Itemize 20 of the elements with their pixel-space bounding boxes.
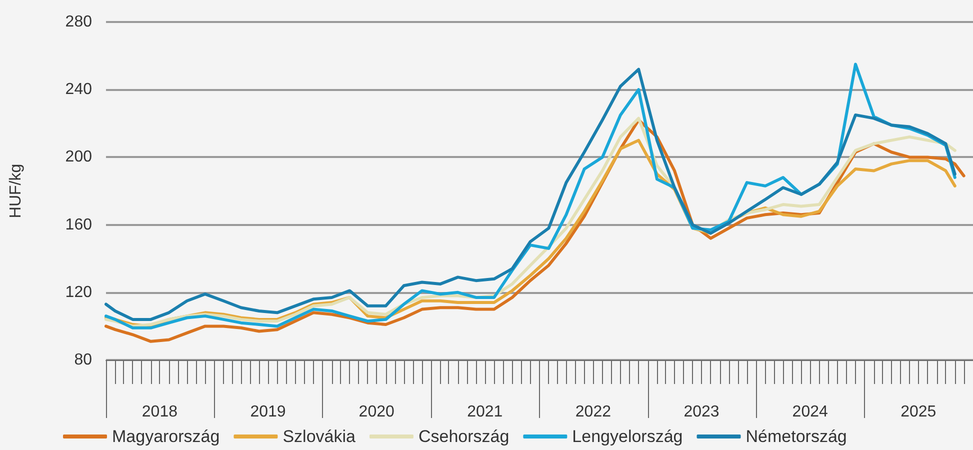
x-tick-label: 2021 [467,404,503,420]
y-tick-label: 80 [74,352,92,368]
y-tick-label: 280 [65,14,92,30]
legend-label: Magyarország [112,427,220,446]
x-tick-label: 2022 [575,404,612,420]
y-axis-title: HUF/kg [8,164,24,218]
x-tick-label: 2018 [142,404,178,420]
y-tick-label: 120 [65,284,92,301]
y-tick-label: 240 [65,81,92,98]
legend-label: Csehország [418,427,510,446]
y-tick-label: 200 [65,148,92,166]
legend-label: Lengyelország [572,427,683,446]
x-tick-label: 2024 [792,404,828,420]
x-tick-label: 2019 [250,404,286,420]
y-tick-label: 160 [65,216,92,234]
x-tick-label: 2023 [684,404,720,420]
x-tick-label: 2025 [900,404,936,420]
legend-label: Szlovákia [282,427,356,446]
x-tick-label: 2020 [358,404,394,420]
legend-label: Németország [746,427,847,446]
